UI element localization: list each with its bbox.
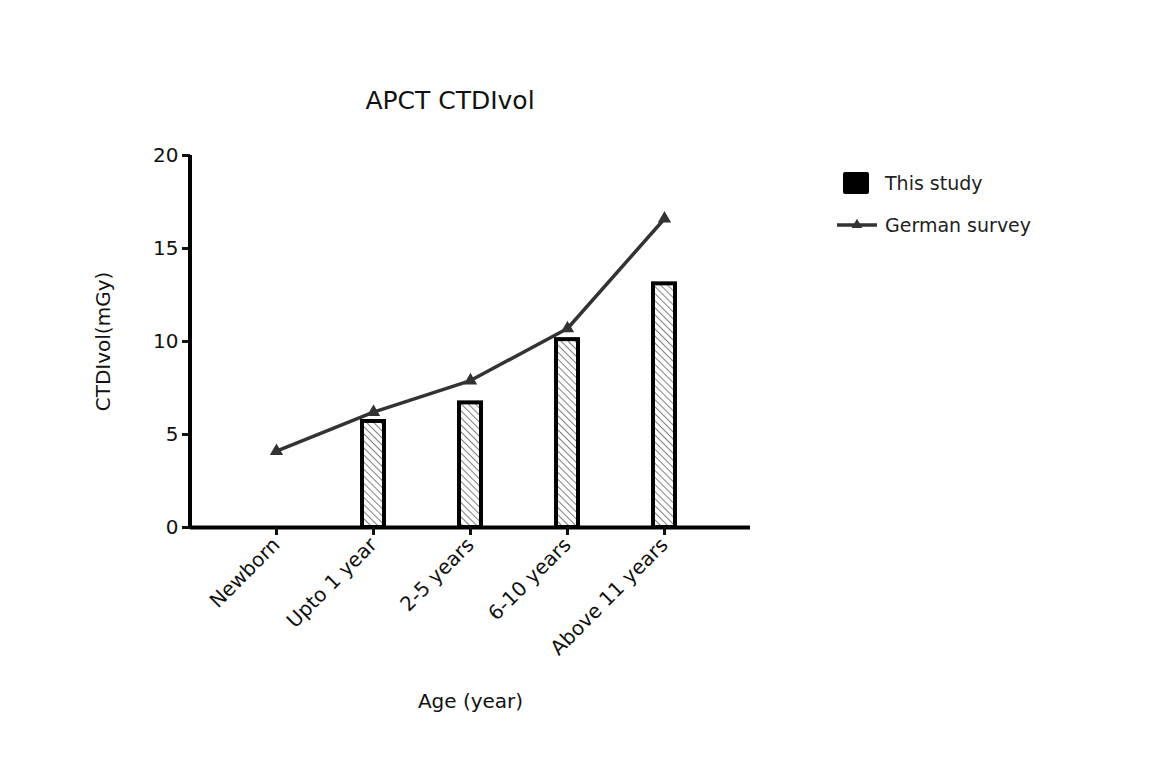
- svg-text:Age (year): Age (year): [418, 689, 523, 713]
- html-text:German survey: German survey: [885, 214, 1032, 236]
- svg-text:15: 15: [153, 236, 178, 260]
- svg-text:20: 20: [153, 143, 178, 167]
- svg-text:Newborn: Newborn: [205, 533, 285, 613]
- svg-text:Above 11 years: Above 11 years: [545, 533, 672, 660]
- svg-text:5: 5: [166, 422, 179, 446]
- html-text:APCT CTDIvol: APCT CTDIvol: [365, 86, 535, 115]
- svg-text:10: 10: [153, 329, 178, 353]
- svg-text:2-5 years: 2-5 years: [395, 533, 478, 616]
- svg-text:CTDIvol(mGy): CTDIvol(mGy): [91, 272, 115, 412]
- svg-text:Upto 1 year: Upto 1 year: [282, 532, 383, 633]
- svg-text:6-10 years: 6-10 years: [483, 533, 575, 625]
- html-text:This study: This study: [885, 172, 983, 194]
- svg-text:0: 0: [166, 515, 179, 539]
